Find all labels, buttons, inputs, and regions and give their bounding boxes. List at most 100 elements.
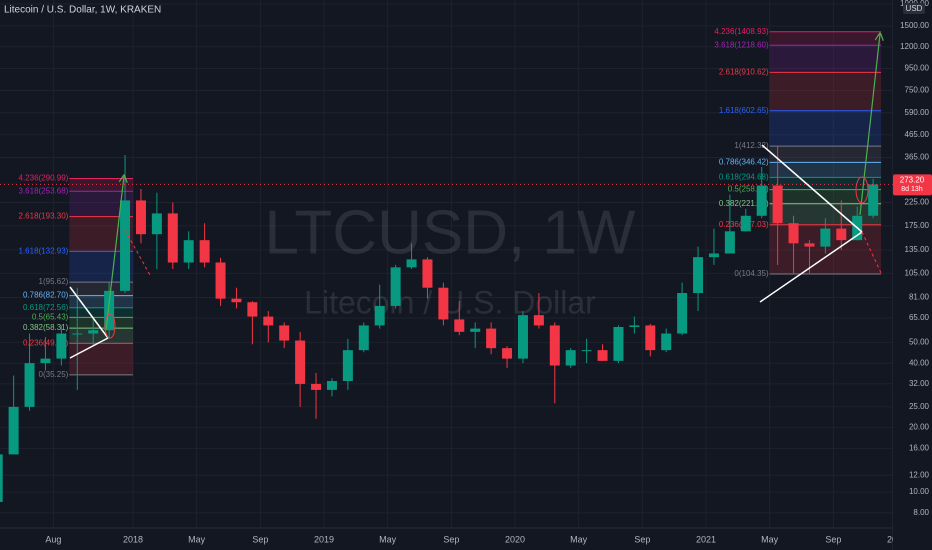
fib-label: 1(412.32) — [734, 141, 769, 150]
fib-zone — [769, 72, 882, 111]
fib-zone — [69, 343, 133, 375]
fib-label: 4.236(290.99) — [19, 174, 69, 183]
candle-body — [199, 240, 210, 263]
candle-body — [740, 215, 751, 232]
x-tick-label: 2021 — [696, 534, 716, 544]
y-tick-label: 8.00 — [913, 508, 929, 517]
candle-body — [358, 325, 369, 351]
candle-body — [167, 213, 178, 263]
watermark: LTCUSD, 1W — [265, 198, 636, 267]
y-tick-label: 10.00 — [909, 487, 930, 496]
candle-body — [422, 259, 433, 288]
x-tick-label: 2019 — [314, 534, 334, 544]
x-tick-label: May — [570, 534, 588, 544]
candle-body — [311, 383, 322, 390]
candle-body — [0, 454, 3, 502]
fib-label: 0.5(65.43) — [32, 312, 69, 321]
fib-zone — [769, 146, 882, 163]
fib-label: 0(104.35) — [734, 269, 769, 278]
x-tick-label: Sep — [634, 534, 650, 544]
candle-body — [104, 290, 115, 331]
fib-zone — [769, 177, 882, 190]
x-tick-label: May — [379, 534, 397, 544]
fib-zone — [69, 307, 133, 318]
fib-label: 0.382(221.99) — [719, 199, 769, 208]
y-tick-label: 590.00 — [905, 108, 930, 117]
x-tick-label: 2020 — [505, 534, 525, 544]
candle-body — [8, 406, 19, 455]
candle-body — [326, 381, 337, 390]
trendline — [759, 231, 863, 303]
fib-label: 0.786(82.70) — [23, 291, 69, 300]
trendline — [761, 144, 863, 233]
symbol-title: Litecoin / U.S. Dollar, 1W, KRAKEN — [4, 5, 161, 16]
fib-label: 0.618(294.68) — [719, 172, 769, 181]
candle-body — [565, 350, 576, 366]
candle-body — [597, 350, 608, 361]
x-tick-label: Sep — [825, 534, 841, 544]
fib-label: 0.5(258.34) — [728, 185, 769, 194]
fib-label: 0.786(346.42) — [719, 157, 769, 166]
x-tick-label: Sep — [252, 534, 268, 544]
candle-body — [231, 298, 242, 303]
candle-body — [549, 325, 560, 366]
fib-label: 3.618(1218.60) — [714, 40, 769, 49]
candle-body — [454, 319, 465, 332]
fib-label: 0.618(72.56) — [23, 303, 69, 312]
x-tick-label: Aug — [45, 534, 61, 544]
candle-body — [533, 315, 544, 326]
candle-body — [517, 315, 528, 359]
candle-body — [470, 328, 481, 332]
trendline — [69, 337, 109, 359]
candle-body — [406, 259, 417, 268]
candle-body — [374, 305, 385, 326]
fib-label: 2.618(193.30) — [19, 212, 69, 221]
candle-body — [724, 231, 735, 254]
candle-body — [183, 240, 194, 263]
candle-body — [151, 213, 162, 235]
projection-arrow — [105, 176, 124, 331]
candle-body — [72, 333, 83, 335]
y-tick-label: 12.00 — [909, 470, 930, 479]
y-tick-label: 1500.00 — [900, 21, 929, 30]
watermark-subtitle: Litecoin / U.S. Dollar — [304, 284, 596, 320]
candle-body — [581, 350, 592, 352]
y-tick-label: 32.00 — [909, 379, 930, 388]
trendline — [69, 286, 109, 339]
candle-body — [40, 358, 51, 364]
candle-body — [820, 228, 831, 247]
candle-body — [756, 185, 767, 216]
candle-body — [629, 325, 640, 327]
candle-body — [486, 328, 497, 349]
fib-label: 1.618(132.93) — [19, 247, 69, 256]
candle-body — [868, 184, 879, 216]
fib-zone — [769, 110, 882, 147]
y-tick-label: 16.00 — [909, 444, 930, 453]
projection-arrow — [859, 34, 880, 216]
fib-zone — [769, 189, 882, 204]
candle-body — [836, 228, 847, 241]
x-tick-label: 2018 — [123, 534, 143, 544]
candle-body — [788, 223, 799, 244]
fib-label: 0.382(58.31) — [23, 323, 69, 332]
candle-body — [390, 267, 401, 306]
fib-zone — [69, 295, 133, 308]
fib-zone — [69, 178, 133, 192]
price-axis — [893, 0, 932, 550]
candle-body — [120, 200, 131, 291]
y-tick-label: 25.00 — [909, 402, 930, 411]
x-tick-label: May — [761, 534, 779, 544]
fib-label: 1(95.62) — [39, 277, 69, 286]
candle-body — [661, 333, 672, 351]
candle-body — [502, 348, 513, 359]
y-tick-label: 50.00 — [909, 338, 930, 347]
currency-box — [903, 3, 925, 14]
y-tick-label: 225.00 — [905, 198, 930, 207]
candle-body — [645, 325, 656, 351]
candle-body — [263, 316, 274, 326]
candle-body — [804, 243, 815, 247]
candle-body — [135, 200, 146, 235]
y-tick-label: 950.00 — [905, 64, 930, 73]
